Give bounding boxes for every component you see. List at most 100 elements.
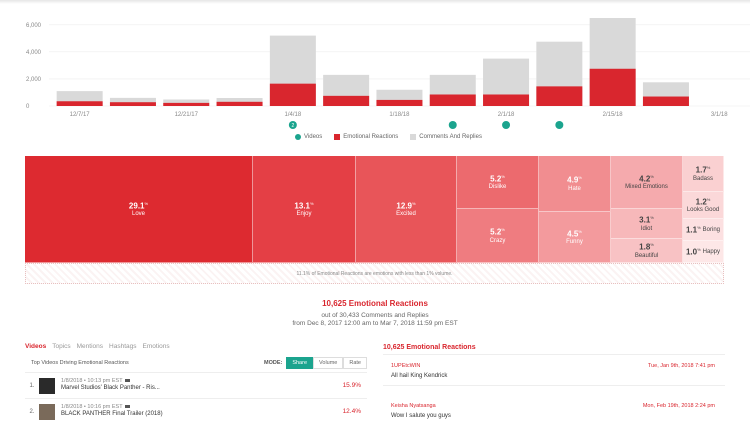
video-date: 1/8/2018 • 10:16 pm EST [61,404,123,411]
legend-emotional-label: Emotional Reactions [343,134,399,140]
looks-good-label: Looks Good [686,207,720,214]
mode-label: MODE: [263,360,283,366]
comment-date[interactable]: Mon, Feb 19th, 2018 2:24 pm [642,403,715,409]
mode-volume-button[interactable]: Volume [313,357,344,369]
x-tick-label: 12/7/17 [70,112,91,118]
x-tick-label: 1/18/18 [389,112,410,118]
legend-emotional[interactable]: Emotional Reactions [334,134,398,140]
video-marker[interactable] [555,121,564,129]
treemap-cell-mixed-emotions[interactable]: 4.2% Mixed Emotions [611,156,683,209]
legend-comments[interactable]: Comments And Replies [410,134,482,140]
idiot-label: Idiot [640,225,653,232]
treemap-cell-happy[interactable]: 1.0% Happy [683,241,724,263]
videos-panel-header: Top Videos Driving Emotional Reactions M… [25,355,367,371]
treemap-cell-badass[interactable]: 1.7% Badass [683,156,724,192]
treemap-cell-excited[interactable]: 12.9% Excited [356,156,457,263]
video-dot-icon [295,134,301,140]
bar-emotional [589,68,636,106]
top-divider [0,0,750,4]
bar-emotional [483,94,530,106]
comment-item[interactable]: Keisha Nyatsanga Mon, Feb 19th, 2018 2:2… [383,396,725,422]
red-square-icon [334,134,341,140]
excited-pct: 12.9 [396,201,412,211]
bar-emotional [109,102,156,106]
badass-pct: 1.7 [695,165,707,175]
comments-panel-divider [383,354,725,355]
love-pct: 29.1 [128,201,145,211]
enjoy-pct: 13.1 [294,201,310,211]
funny-pct: 4.5 [567,229,579,239]
video-thumbnail[interactable] [39,377,55,394]
enjoy-label: Enjoy [296,211,312,218]
tab-videos[interactable]: Videos [25,343,47,350]
treemap-cell-funny[interactable]: 4.5% Funny [539,212,611,263]
video-title[interactable]: BLACK PANTHER Final Trailer (2018) [61,411,163,418]
video-date: 1/8/2018 • 10:13 pm EST [61,378,123,385]
treemap-cell-love[interactable]: 29.1% Love [25,156,253,263]
treemap-cell-crazy[interactable]: 5.2% Crazy [457,209,539,263]
x-tick-label: 1/4/18 [285,112,302,118]
y-tick-label: 6,000 [26,23,42,29]
video-row[interactable]: 1. 1/8/2018 • 10:13 pm EST Marvel Studio… [25,372,367,398]
video-camera-icon [124,379,130,383]
happy-pct: 1.0 [685,247,698,257]
legend-videos-label: Videos [304,134,323,140]
treemap-cell-beautiful[interactable]: 1.8% Beautiful [611,239,683,263]
love-label: Love [131,211,145,218]
mixed-emotions-pct: 4.2 [639,174,651,184]
bar-emotional [216,101,263,106]
bar-emotional [56,101,103,106]
treemap-cell-boring[interactable]: 1.1% Boring [683,219,724,241]
crazy-label: Crazy [489,237,506,244]
y-tick-label: 0 [26,104,30,110]
video-thumbnail[interactable] [39,403,55,420]
hate-label: Hate [568,185,581,192]
bar-emotional [163,102,210,106]
boring-pct: 1.1 [685,225,698,235]
looks-good-pct: 1.2 [695,197,707,207]
comment-item[interactable]: 1UPEtcWIN Tue, Jan 9th, 2018 7:41 pm All… [383,356,725,386]
bar-emotional [429,94,476,106]
bar-emotional [269,83,316,106]
x-tick-label: 2/1/18 [498,112,515,118]
video-row[interactable]: 2. 1/8/2018 • 10:16 pm EST BLACK PANTHER… [25,398,367,422]
legend-videos[interactable]: Videos [295,134,322,140]
treemap-cell-enjoy[interactable]: 13.1% Enjoy [253,156,356,263]
bar-emotional [376,99,423,106]
y-tick-label: 4,000 [26,50,42,56]
x-tick-label: 3/1/18 [711,112,728,118]
bar-emotional [323,95,370,106]
beautiful-pct: 1.8 [639,242,651,252]
bar-emotional [642,96,689,106]
summary-title: 10,625 Emotional Reactions [322,299,428,308]
treemap-cell-looks-good[interactable]: 1.2% Looks Good [683,192,724,219]
bar-emotional [536,86,583,106]
treemap-cell-idiot[interactable]: 3.1% Idiot [611,209,683,239]
badass-label: Badass [692,175,713,182]
video-score: 12.4% [342,408,361,415]
content-tabs: Videos Topics Mentions Hashtags Emotions [25,343,170,350]
video-marker[interactable] [502,121,511,129]
dislike-pct: 5.2 [490,174,502,184]
comment-user[interactable]: 1UPEtcWIN [391,363,421,369]
tab-emotions[interactable]: Emotions [142,343,170,350]
bar-comments [109,97,156,106]
mode-rate-button[interactable]: Rate [343,357,367,369]
comment-date[interactable]: Tue, Jan 9th, 2018 7:41 pm [647,363,715,369]
tab-topics[interactable]: Topics [52,343,71,350]
treemap-cell-dislike[interactable]: 5.2% Dislike [457,156,539,209]
video-marker-count: 2 [291,123,294,129]
tab-mentions[interactable]: Mentions [76,343,104,350]
mode-share-button[interactable]: Share [286,357,314,369]
comment-user[interactable]: Keisha Nyatsanga [391,403,436,409]
treemap-cell-hate[interactable]: 4.9% Hate [539,156,611,212]
beautiful-label: Beautiful [634,252,659,259]
video-marker[interactable] [288,121,297,129]
video-rank: 1. [29,382,35,389]
treemap-footer-note: 11.1% of Emotional Reactions are emotion… [25,263,724,284]
x-tick-label: 2/15/18 [603,112,624,118]
video-marker[interactable] [448,121,457,129]
tab-hashtags[interactable]: Hashtags [109,343,137,350]
video-title[interactable]: Marvel Studios' Black Panther - Ris... [61,385,160,392]
video-camera-icon [124,405,130,409]
